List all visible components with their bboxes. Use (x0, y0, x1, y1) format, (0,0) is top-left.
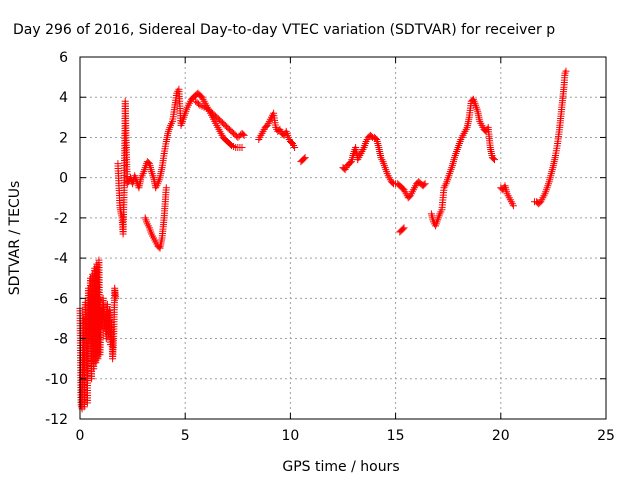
y-axis-label: SDTVAR / TECUs (7, 181, 23, 296)
x-axis-label: GPS time / hours (282, 459, 399, 475)
y-tick-labels: -12 -10 -8 -6 -4 -2 0 2 4 6 (45, 50, 68, 428)
plot-frame (79, 56, 607, 420)
data-point (420, 181, 428, 189)
data-point (400, 224, 408, 232)
data-point (489, 155, 497, 163)
data-point (144, 159, 152, 167)
data-point (367, 132, 375, 140)
y-tick-label: 4 (59, 90, 68, 106)
x-tick-label: 15 (387, 428, 405, 444)
data-point (291, 144, 299, 151)
y-tick-label: 0 (59, 171, 68, 187)
chart-title: Day 296 of 2016, Sidereal Day-to-day VTE… (13, 22, 555, 38)
y-tick-label: 2 (59, 130, 68, 146)
data-point (399, 225, 407, 233)
x-tick-label: 5 (181, 428, 190, 444)
data-point (112, 294, 120, 302)
data-point (240, 131, 248, 139)
y-tick-label: 6 (59, 50, 68, 66)
y-tick-label: -12 (45, 412, 68, 428)
data-point (421, 180, 429, 188)
x-tick-label: 25 (597, 428, 615, 444)
y-tick-label: -2 (54, 211, 68, 227)
data-point (300, 155, 308, 163)
data-points (76, 67, 570, 413)
data-point (491, 156, 498, 164)
data-point (239, 130, 247, 138)
y-tick-label: -4 (54, 251, 68, 267)
y-tick-label: -6 (54, 291, 68, 307)
data-point (388, 179, 396, 187)
grid-lines (80, 57, 606, 419)
x-tick-labels: 0 5 10 15 20 25 (76, 428, 615, 444)
data-point (301, 154, 309, 162)
x-tick-label: 10 (281, 428, 299, 444)
axis-ticks (79, 56, 607, 420)
y-tick-label: -8 (54, 332, 68, 348)
data-point (562, 67, 570, 75)
data-point (162, 184, 170, 192)
data-point (238, 144, 246, 151)
data-point (509, 202, 517, 210)
data-point (372, 135, 380, 142)
x-tick-label: 20 (492, 428, 510, 444)
x-tick-label: 0 (76, 428, 85, 444)
y-tick-label: -10 (45, 372, 68, 388)
data-point (346, 159, 354, 167)
